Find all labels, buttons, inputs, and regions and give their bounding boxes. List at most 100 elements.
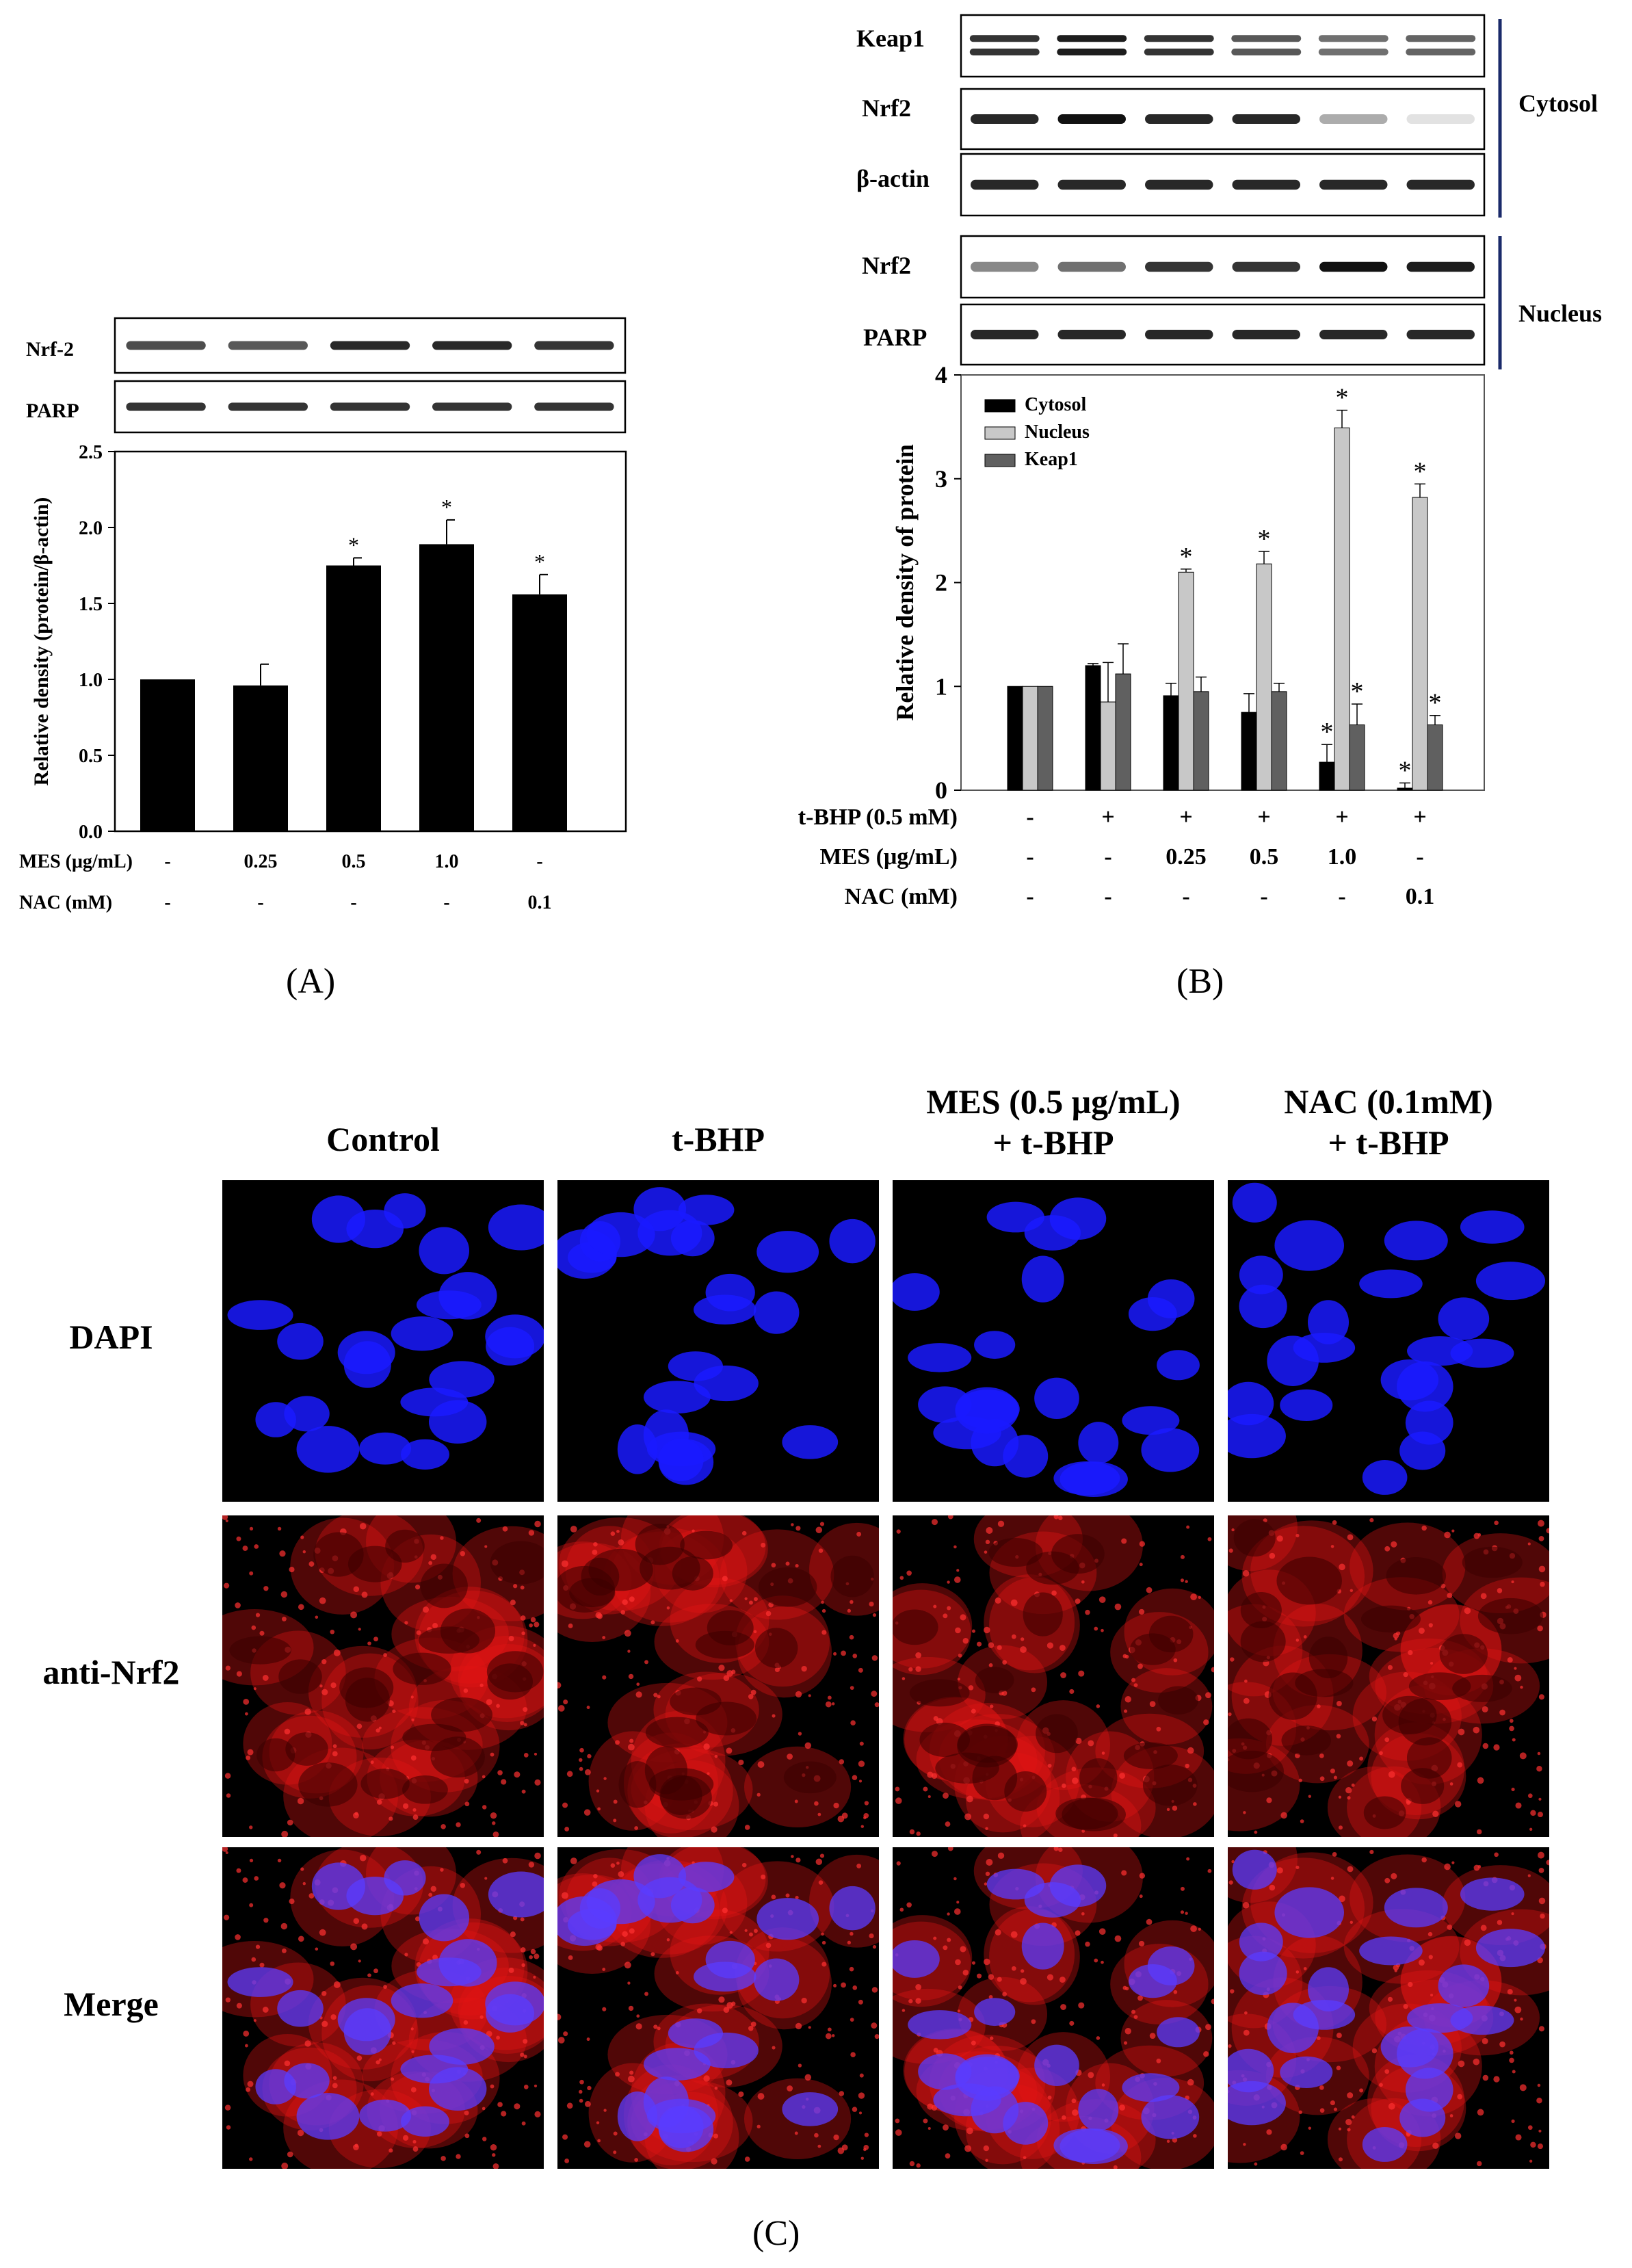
nrf2-speckle (718, 1996, 725, 2003)
nrf2-speckle (333, 1649, 341, 1656)
nrf2-speckle (1317, 2036, 1321, 2040)
nrf2-speckle (909, 2161, 915, 2167)
nucleus (1359, 1269, 1423, 1299)
nrf2-speckle (596, 1789, 600, 1793)
nrf2-speckle (1211, 1667, 1214, 1673)
nrf2-speckle (1336, 2033, 1342, 2038)
nrf2-speckle (915, 1652, 922, 1658)
nrf2-speckle (1203, 1719, 1209, 1725)
nucleus (1232, 1849, 1277, 1890)
nrf2-speckle (1338, 1825, 1343, 1830)
nrf2-speckle (988, 1974, 995, 1980)
nrf2-speckle (1480, 1925, 1487, 1931)
nrf2-speckle (858, 1999, 863, 2005)
nrf2-speckle (1243, 1811, 1246, 1814)
nrf2-speckle (906, 1570, 912, 1576)
nucleus-shadow (418, 1626, 480, 1654)
nrf2-speckle (1187, 1747, 1194, 1754)
nrf2-speckle (501, 1779, 507, 1785)
nrf2-speckle (277, 1858, 282, 1863)
nrf2-speckle (534, 1520, 541, 1528)
nrf2-speckle (376, 2131, 382, 2137)
nucleus (1239, 1284, 1287, 1329)
nrf2-speckle (962, 1969, 969, 1976)
nrf2-speckle (953, 1877, 957, 1881)
nrf2-speckle (528, 1862, 535, 1868)
nrf2-speckle (534, 2084, 538, 2088)
nrf2-speckle (801, 1665, 807, 1672)
panel-label-c: (C) (752, 2214, 800, 2253)
nrf2-speckle (603, 1777, 607, 1780)
nrf2-speckle (456, 1822, 461, 1827)
nrf2-speckle (1511, 2119, 1515, 2124)
nucleus (1157, 2017, 1200, 2048)
nrf2-speckle (1538, 1694, 1544, 1700)
nrf2-speckle (263, 1918, 269, 1923)
blot-a-parp (114, 380, 627, 434)
nrf2-speckle (1421, 1525, 1427, 1531)
nrf2-speckle (989, 1704, 994, 1708)
nrf2-speckle (675, 1639, 679, 1643)
legend-label-nucleus: Nucleus (1025, 421, 1090, 443)
nucleus (756, 1231, 819, 1273)
nrf2-speckle (476, 1517, 482, 1523)
nrf2-speckle (1538, 2026, 1544, 2032)
nrf2-speckle (1020, 1969, 1025, 1973)
nrf2-speckle (1507, 1657, 1513, 1663)
nrf2-speckle (1193, 1802, 1197, 1806)
nrf2-speckle (964, 2145, 972, 2152)
nucleus-shadow (1360, 1605, 1421, 1633)
nrf2-speckle (259, 1630, 265, 1636)
group-label-nucleus: Nucleus (1518, 300, 1602, 327)
nrf2-speckle (729, 1931, 733, 1934)
nrf2-speckle (304, 1708, 311, 1715)
nrf2-speckle (1336, 2065, 1341, 2070)
nrf2-speckle (785, 1561, 790, 1566)
nrf2-speckle (1146, 1587, 1153, 1593)
nrf2-speckle (308, 1893, 315, 1899)
chart-b-treatment-value: - (1416, 844, 1423, 870)
blot-b-actin-band (1232, 179, 1300, 190)
nrf2-speckle (613, 2150, 617, 2154)
nrf2-speckle (1062, 2115, 1066, 2120)
chart-b-bar-cytosol (1397, 787, 1413, 791)
legend-swatch-cytosol (984, 399, 1016, 413)
nrf2-speckle (955, 1627, 961, 1634)
nucleus (1308, 1300, 1350, 1345)
nucleus (485, 1314, 544, 1359)
nrf2-speckle (771, 1894, 776, 1900)
nrf2-speckle (1071, 1767, 1077, 1772)
nrf2-speckle (389, 1816, 393, 1821)
nrf2-speckle (1139, 1894, 1143, 1899)
nrf2-speckle (226, 1793, 231, 1798)
nrf2-speckle (1509, 1725, 1514, 1732)
nrf2-speckle (1269, 1884, 1276, 1891)
nrf2-speckle (703, 1743, 710, 1750)
nrf2-speckle (404, 1953, 408, 1957)
column-header-3: NAC (0.1mM) + t-BHP (1284, 1082, 1493, 1162)
chart-a-bar (512, 594, 567, 831)
nrf2-speckle (1530, 2141, 1536, 2148)
nrf2-speckle (1295, 1639, 1300, 1642)
nucleus (658, 2105, 704, 2148)
nrf2-speckle (931, 1519, 938, 1526)
nucleus (400, 1439, 449, 1470)
nrf2-speckle (249, 1825, 253, 1829)
nrf2-speckle (279, 1550, 286, 1557)
nrf2-speckle (984, 1626, 990, 1634)
nrf2-speckle (530, 1617, 536, 1623)
nrf2-speckle (298, 1935, 304, 1942)
nrf2-speckle (298, 1604, 304, 1611)
nrf2-speckle (1527, 1793, 1533, 1799)
nucleus-shadow (1268, 1672, 1317, 1720)
nrf2-speckle (490, 1812, 497, 1819)
nrf2-speckle (1369, 1517, 1374, 1523)
nrf2-speckle (249, 1903, 254, 1907)
nrf2-speckle (225, 1997, 231, 2003)
nrf2-speckle (1031, 2019, 1036, 2024)
nrf2-speckle (1449, 2114, 1453, 2117)
nrf2-speckle (962, 1637, 969, 1644)
nrf2-speckle (1231, 1860, 1235, 1864)
nrf2-speckle (1388, 2102, 1395, 2110)
nucleus-shadow (975, 1667, 1014, 1693)
